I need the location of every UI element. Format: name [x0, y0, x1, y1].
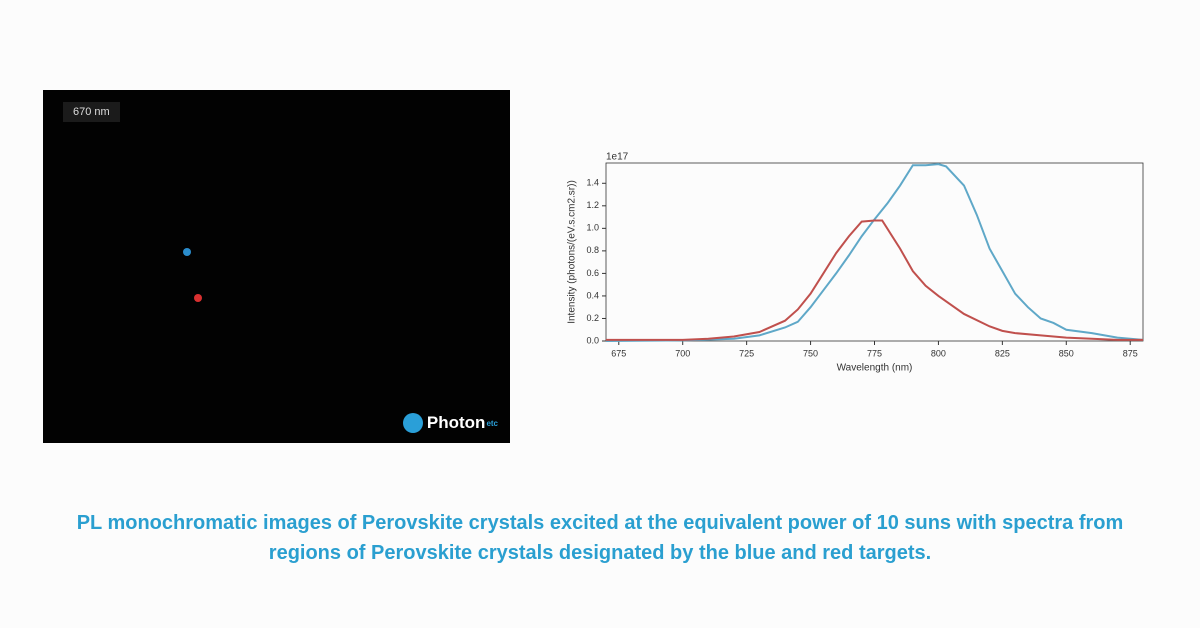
wavelength-label: 670 nm — [63, 102, 120, 122]
red-target — [194, 294, 202, 302]
x-tick-label: 850 — [1059, 348, 1074, 358]
y-tick-label: 0.8 — [586, 245, 599, 255]
series-line — [606, 219, 1143, 341]
y-tick-label: 1.2 — [586, 200, 599, 210]
x-tick-label: 675 — [611, 348, 626, 358]
x-tick-label: 825 — [995, 348, 1010, 358]
x-tick-label: 800 — [931, 348, 946, 358]
x-tick-label: 700 — [675, 348, 690, 358]
y-tick-label: 0.0 — [586, 335, 599, 345]
logo-suffix: etc — [486, 418, 498, 428]
y-tick-label: 0.2 — [586, 313, 599, 323]
x-tick-label: 875 — [1123, 348, 1138, 358]
caption: PL monochromatic images of Perovskite cr… — [76, 512, 1124, 564]
x-tick-label: 725 — [739, 348, 754, 358]
logo-icon — [402, 413, 423, 433]
chart: 675 700 725 750 775 800 825 850 875 0.0 0.2 0.4 0.6 0… — [567, 152, 1144, 374]
y-tick-label: 0.4 — [586, 290, 599, 300]
x-tick-label: 750 — [803, 348, 818, 358]
x-tick-label: 775 — [867, 348, 882, 358]
series-line — [605, 163, 1144, 342]
y-tick-label: 1.4 — [586, 178, 599, 188]
logo-text: Photon — [426, 413, 486, 432]
plot-frame — [605, 162, 1144, 342]
image-panel: 670 nm Photon etc — [43, 90, 510, 443]
y-tick-label: 1.0 — [586, 223, 599, 233]
logo: Photon etc — [402, 413, 498, 433]
offset-label: 1e17 — [606, 152, 629, 163]
y-axis-label: Intensity (photons/(eV.s.cm2.sr)) — [567, 180, 578, 324]
y-tick-label: 0.6 — [586, 268, 599, 278]
x-axis-label: Wavelength (nm) — [837, 363, 913, 374]
blue-target — [183, 248, 191, 256]
